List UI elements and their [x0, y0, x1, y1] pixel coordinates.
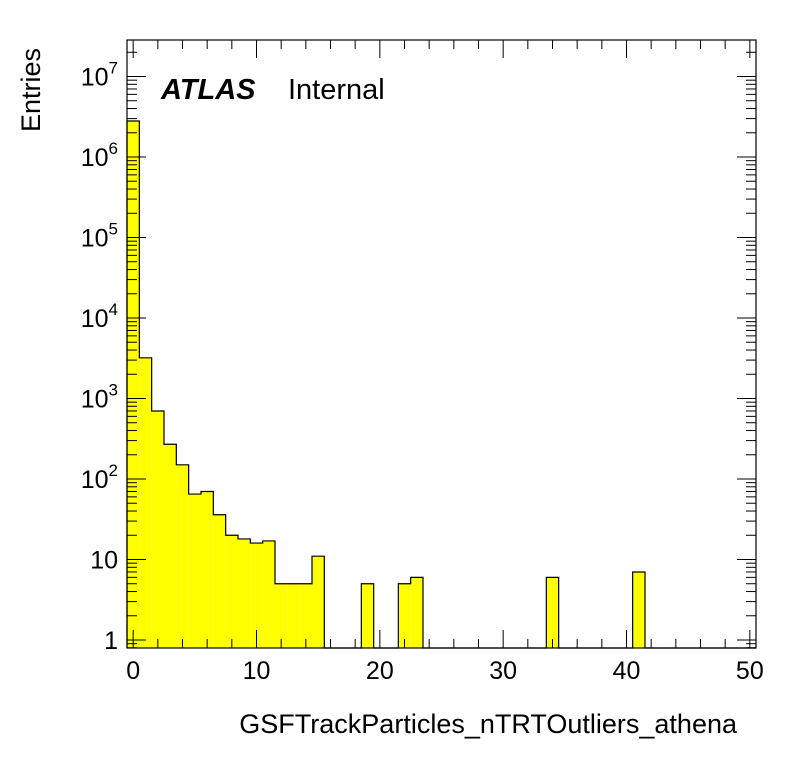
histogram-bar [262, 540, 275, 648]
y-tick-label-base: 10 [81, 64, 109, 92]
y-tick-label: 106 [81, 139, 118, 172]
histogram-bar [299, 583, 312, 648]
histogram-bar [398, 583, 411, 648]
x-tick-label: 50 [736, 657, 764, 685]
y-tick-label-base: 10 [81, 305, 109, 333]
x-tick-labels: 0 10 20 30 40 50 [126, 657, 764, 685]
y-tick-label-base: 10 [81, 386, 109, 414]
y-tick-label: 107 [81, 59, 118, 92]
histogram-bar [151, 410, 164, 648]
histogram-bars [126, 120, 756, 649]
y-tick-label-base: 10 [81, 466, 109, 494]
histogram-bar [225, 535, 238, 648]
histogram-bar [250, 543, 263, 648]
y-tick-label: 10 [90, 547, 118, 575]
y-tick-label-exponent: 2 [109, 461, 118, 480]
y-tick-label-base: 1 [104, 627, 118, 655]
y-tick-label-exponent: 7 [109, 59, 118, 78]
y-tick-label: 103 [81, 381, 118, 414]
x-tick-label: 40 [613, 657, 641, 685]
plot-frame-rect [126, 39, 757, 649]
histogram-bar [275, 583, 288, 648]
y-tick-label: 1 [104, 627, 118, 655]
x-tick-label: 10 [243, 657, 271, 685]
y-tick-label-base: 10 [81, 225, 109, 253]
y-tick-label: 104 [81, 300, 118, 333]
plot-frame [126, 39, 757, 649]
y-axis-title: Entries [16, 48, 46, 132]
y-tick-label-base: 10 [90, 547, 118, 575]
axis-ticks [127, 40, 756, 649]
histogram-bar [201, 491, 214, 648]
y-tick-label-exponent: 6 [109, 139, 118, 158]
x-tick-label: 20 [366, 657, 394, 685]
x-tick-label: 0 [126, 657, 140, 685]
histogram-bar [410, 577, 423, 648]
histogram-bar [361, 583, 374, 648]
y-tick-label-exponent: 5 [109, 220, 118, 239]
atlas-label: ATLAS [160, 74, 256, 106]
internal-label: Internal [288, 74, 385, 106]
histogram-bar [164, 444, 177, 648]
y-tick-label-exponent: 4 [109, 300, 118, 319]
histogram-bar [287, 583, 300, 648]
y-tick-label: 105 [81, 220, 118, 253]
histogram-bar [139, 357, 152, 648]
histogram-bar [188, 494, 201, 648]
histogram-bar [546, 577, 559, 648]
x-tick-label: 30 [489, 657, 517, 685]
histogram-bar [213, 514, 226, 648]
y-tick-label-exponent: 3 [109, 381, 118, 400]
histogram-bar [238, 538, 251, 648]
histogram-bar [127, 121, 140, 648]
histogram-bar [176, 464, 189, 648]
histogram-bar [632, 571, 645, 648]
y-tick-label-base: 10 [81, 144, 109, 172]
histogram-bar [312, 556, 325, 648]
y-tick-label: 102 [81, 461, 118, 494]
x-axis-title: GSFTrackParticles_nTRTOutliers_athena [239, 709, 738, 739]
